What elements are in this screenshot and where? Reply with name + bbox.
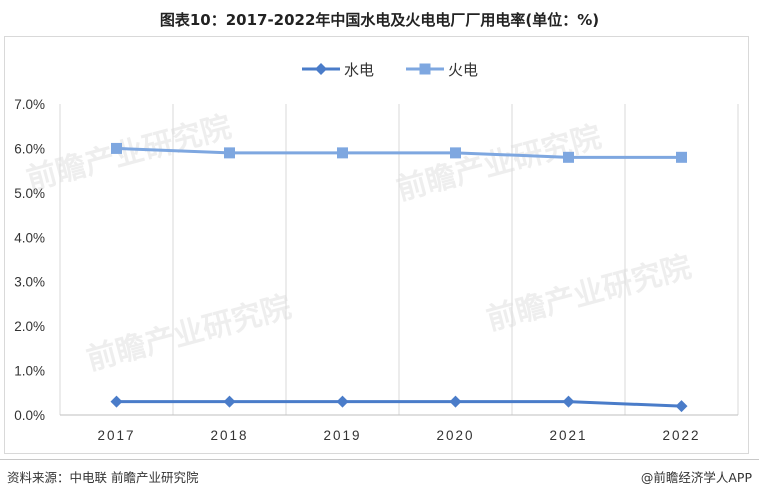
x-tick-label: 2018 [210, 428, 248, 443]
y-tick-label: 4.0% [14, 230, 45, 245]
data-point [223, 395, 236, 408]
y-tick-label: 3.0% [14, 275, 45, 290]
y-tick-label: 2.0% [14, 319, 45, 334]
series-line [116, 146, 682, 159]
watermark-text: 前瞻产业研究院 [483, 250, 695, 338]
data-point [675, 400, 688, 413]
x-tick-label: 2017 [97, 428, 135, 443]
watermark-text: 前瞻产业研究院 [23, 110, 235, 198]
data-point [336, 395, 349, 408]
y-tick-label: 1.0% [14, 364, 45, 379]
chart-area [4, 36, 749, 454]
y-tick-label: 0.0% [14, 408, 45, 423]
data-point [224, 147, 235, 159]
legend: 水电 火电 [302, 61, 478, 79]
data-point [450, 147, 461, 159]
legend-marker [315, 63, 327, 75]
series-group [110, 142, 688, 413]
data-point [449, 395, 462, 408]
watermark-text: 前瞻产业研究院 [83, 290, 295, 378]
footer: 资料来源：中电联 前瞻产业研究院 @前瞻经济学人APP [0, 459, 759, 495]
x-tick-label: 2020 [436, 428, 474, 443]
legend-label: 水电 [344, 61, 374, 79]
data-point [110, 395, 123, 408]
data-point [111, 142, 122, 154]
data-point [562, 395, 575, 408]
source-note: 资料来源：中电联 前瞻产业研究院 [7, 470, 199, 485]
legend-marker [419, 63, 431, 75]
series-line [116, 400, 682, 408]
data-point [676, 151, 687, 163]
y-tick-label: 6.0% [14, 141, 45, 156]
watermark-text: 前瞻产业研究院 [393, 120, 605, 208]
x-tick-label: 2019 [323, 428, 361, 443]
data-point [563, 151, 574, 163]
y-tick-label: 5.0% [14, 186, 45, 201]
x-tick-label: 2022 [662, 428, 700, 443]
legend-label: 火电 [448, 61, 478, 79]
x-tick-label: 2021 [549, 428, 587, 443]
axes: 0.0% 1.0% 2.0% 3.0% 4.0% 5.0% 6.0% 7.0% 2017 2018… [14, 97, 738, 443]
data-point [337, 147, 348, 159]
y-tick-label: 7.0% [14, 97, 45, 112]
brand-label: @前瞻经济学人APP [640, 470, 752, 485]
chart-title: 图表10：2017-2022年中国水电及火电电厂厂用电率(单位：%) [159, 11, 600, 29]
